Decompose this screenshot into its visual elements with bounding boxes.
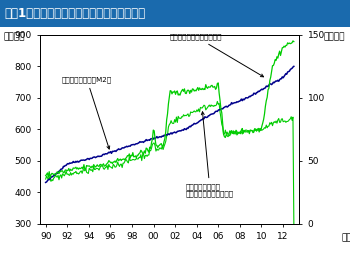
Text: （年）: （年） <box>341 233 350 242</box>
Text: 図表1　マネーストックとマネタリーベース: 図表1 マネーストックとマネタリーベース <box>4 7 145 20</box>
Text: （兆円）: （兆円） <box>4 32 25 41</box>
Text: マネタリーベース（右軸）: マネタリーベース（右軸） <box>170 33 264 77</box>
Text: マネーストック（M2）: マネーストック（M2） <box>62 76 112 149</box>
Text: （兆円）: （兆円） <box>323 32 345 41</box>
Text: マネタリーベース
（超過準備除く、右軸）: マネタリーベース （超過準備除く、右軸） <box>186 112 234 197</box>
